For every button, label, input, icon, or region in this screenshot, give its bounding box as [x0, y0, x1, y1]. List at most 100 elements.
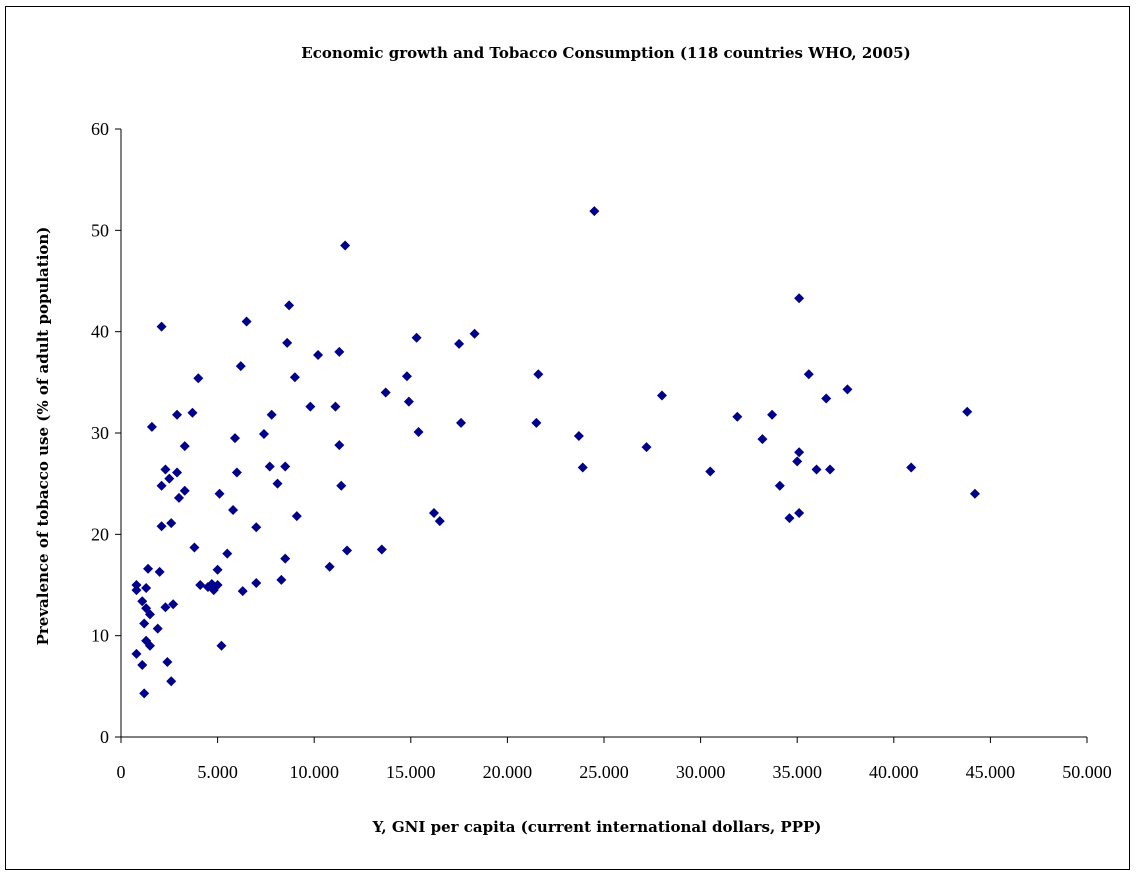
data-point [376, 544, 387, 555]
data-point [411, 332, 422, 343]
x-axis-title: Y, GNI per capita (current international… [372, 818, 822, 836]
data-point [156, 480, 167, 491]
x-tick-label: 15.000 [386, 762, 436, 782]
chart-area [5, 6, 1130, 870]
data-point [413, 426, 424, 437]
data-point [334, 346, 345, 357]
data-point [284, 300, 295, 311]
data-point [774, 480, 785, 491]
data-point [231, 467, 242, 478]
data-point [305, 401, 316, 412]
data-point [235, 361, 246, 372]
data-point [189, 542, 200, 553]
data-point [342, 545, 353, 556]
data-point [962, 406, 973, 417]
data-point [179, 485, 190, 496]
data-point [757, 434, 768, 445]
y-tick-label: 50 [91, 220, 109, 240]
data-point [212, 564, 223, 575]
data-point [825, 464, 836, 475]
data-point [156, 321, 167, 332]
x-tick-label: 20.000 [483, 762, 533, 782]
data-point [732, 411, 743, 422]
y-axis-title: Prevalence of tobacco use (% of adult po… [34, 227, 52, 646]
data-point [324, 561, 335, 572]
x-tick-label: 35.000 [772, 762, 822, 782]
data-point [164, 473, 175, 484]
data-point [258, 429, 269, 440]
data-point [573, 431, 584, 442]
data-point [334, 440, 345, 451]
data-point [195, 580, 206, 590]
data-point [794, 293, 805, 304]
data-point [380, 387, 391, 398]
x-tick-label: 10.000 [289, 762, 339, 782]
x-tick-label: 30.000 [676, 762, 726, 782]
data-point [214, 488, 225, 499]
data-point [821, 393, 832, 404]
data-point [156, 521, 167, 532]
data-point [222, 548, 233, 559]
data-point [266, 409, 277, 420]
data-point [237, 586, 248, 597]
data-point [146, 421, 157, 432]
data-point [162, 657, 173, 668]
data-point [152, 623, 163, 634]
data-point [179, 441, 190, 452]
data-point [794, 508, 805, 519]
data-point [434, 516, 445, 527]
data-point [172, 467, 183, 478]
data-point [139, 618, 150, 629]
data-point [313, 349, 324, 360]
data-point [139, 688, 150, 699]
data-point [906, 462, 917, 473]
x-tick-label: 25.000 [579, 762, 629, 782]
y-tick-label: 10 [91, 626, 109, 646]
data-point [533, 369, 544, 380]
data-point [264, 461, 275, 472]
data-point [272, 478, 283, 489]
y-tick-label: 40 [91, 322, 109, 342]
plot-area: 0 10 20 30 40 50 60 0 5.000 10.000 15.000 20.000 25… [91, 119, 1112, 782]
data-point [340, 240, 351, 251]
data-point [336, 480, 347, 491]
data-point [144, 609, 155, 620]
data-point [792, 456, 803, 467]
data-point [160, 602, 171, 613]
data-point [401, 371, 412, 382]
data-point [280, 553, 291, 564]
data-point [131, 648, 142, 659]
y-tick-label: 30 [91, 423, 109, 443]
data-point [276, 574, 287, 585]
data-point [251, 577, 262, 588]
data-point [193, 373, 204, 384]
data-points [131, 206, 980, 699]
data-point [842, 384, 853, 395]
data-point [794, 447, 805, 458]
data-point [577, 462, 588, 473]
y-tick-label: 0 [100, 727, 109, 747]
x-tick-label: 5.000 [197, 762, 238, 782]
data-point [289, 372, 300, 383]
data-point [172, 409, 183, 420]
x-tick-label: 0 [117, 762, 126, 782]
x-tick-label: 40.000 [869, 762, 919, 782]
data-point [241, 316, 252, 327]
data-point [154, 566, 165, 577]
data-point [143, 563, 154, 574]
data-point [428, 508, 439, 519]
data-point [131, 580, 142, 590]
y-tick-label: 60 [91, 119, 109, 139]
data-point [656, 390, 667, 401]
data-point [784, 513, 795, 524]
data-point [229, 433, 240, 444]
data-point [144, 640, 155, 651]
data-point [291, 511, 302, 522]
data-point [212, 580, 223, 590]
data-point [803, 369, 814, 380]
data-point [173, 492, 184, 503]
data-point [280, 461, 291, 472]
data-point [137, 660, 148, 671]
data-point [705, 466, 716, 477]
